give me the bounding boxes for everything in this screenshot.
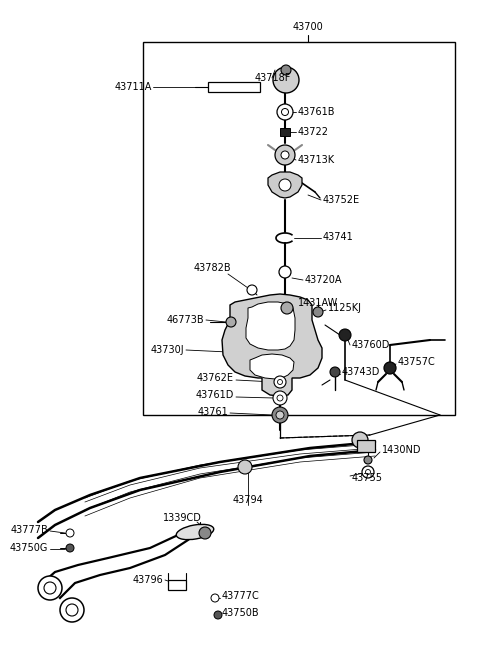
Bar — [143, 42, 455, 415]
Circle shape — [362, 466, 374, 478]
Polygon shape — [222, 294, 322, 396]
Circle shape — [330, 367, 340, 377]
Text: 43730J: 43730J — [150, 345, 184, 355]
Circle shape — [66, 544, 74, 552]
Bar — [208, 82, 260, 92]
Circle shape — [364, 456, 372, 464]
Circle shape — [279, 266, 291, 278]
Circle shape — [211, 594, 219, 602]
Text: 43755: 43755 — [352, 473, 383, 483]
Circle shape — [277, 104, 293, 120]
Text: 1125KJ: 1125KJ — [328, 303, 362, 313]
Text: 1430ND: 1430ND — [382, 445, 421, 455]
Circle shape — [273, 67, 299, 93]
Bar — [168, 580, 186, 590]
Circle shape — [281, 302, 293, 314]
Text: 43713K: 43713K — [298, 155, 335, 165]
Text: 43757C: 43757C — [398, 357, 436, 367]
Circle shape — [199, 527, 211, 539]
Polygon shape — [246, 302, 295, 350]
Text: 43752E: 43752E — [323, 195, 360, 205]
Circle shape — [339, 329, 351, 341]
Text: 43777C: 43777C — [222, 591, 260, 601]
Circle shape — [281, 151, 289, 159]
Circle shape — [273, 391, 287, 405]
Circle shape — [226, 317, 236, 327]
Circle shape — [275, 145, 295, 165]
Text: 43720A: 43720A — [305, 275, 343, 285]
Text: 43722: 43722 — [298, 127, 329, 137]
Text: 43794: 43794 — [233, 495, 264, 505]
Circle shape — [279, 179, 291, 191]
Polygon shape — [268, 172, 302, 198]
Text: 43782B: 43782B — [193, 263, 231, 273]
Circle shape — [238, 460, 252, 474]
Bar — [280, 128, 290, 136]
Text: 1431AW: 1431AW — [298, 298, 338, 308]
Text: 43750G: 43750G — [10, 543, 48, 553]
Circle shape — [313, 307, 323, 317]
Ellipse shape — [176, 525, 214, 540]
Circle shape — [60, 598, 84, 622]
Text: 43761D: 43761D — [196, 390, 234, 400]
Circle shape — [352, 432, 368, 448]
Text: 43750B: 43750B — [222, 608, 260, 618]
Text: 43718F: 43718F — [255, 73, 291, 83]
Text: 1339CD: 1339CD — [163, 513, 202, 523]
Text: 43761B: 43761B — [298, 107, 336, 117]
Circle shape — [274, 376, 286, 388]
Text: 43796: 43796 — [132, 575, 163, 585]
Circle shape — [247, 285, 257, 295]
Bar — [357, 440, 375, 452]
Text: 43700: 43700 — [293, 22, 324, 32]
Circle shape — [66, 529, 74, 537]
Circle shape — [214, 611, 222, 619]
Circle shape — [276, 411, 284, 419]
Circle shape — [272, 407, 288, 423]
Circle shape — [277, 379, 283, 384]
Text: 43743D: 43743D — [342, 367, 380, 377]
Circle shape — [365, 470, 371, 474]
Text: 43760D: 43760D — [352, 340, 390, 350]
Text: 43762E: 43762E — [197, 373, 234, 383]
Circle shape — [384, 362, 396, 374]
Circle shape — [281, 65, 291, 75]
Text: 43777B: 43777B — [10, 525, 48, 535]
Text: 43761: 43761 — [197, 407, 228, 417]
Circle shape — [38, 576, 62, 600]
Circle shape — [66, 604, 78, 616]
Circle shape — [277, 395, 283, 401]
Circle shape — [44, 582, 56, 594]
Circle shape — [281, 109, 288, 115]
Text: 46773B: 46773B — [167, 315, 204, 325]
Text: 43741: 43741 — [323, 232, 354, 242]
Text: 43711A: 43711A — [115, 82, 152, 92]
Polygon shape — [250, 354, 294, 379]
